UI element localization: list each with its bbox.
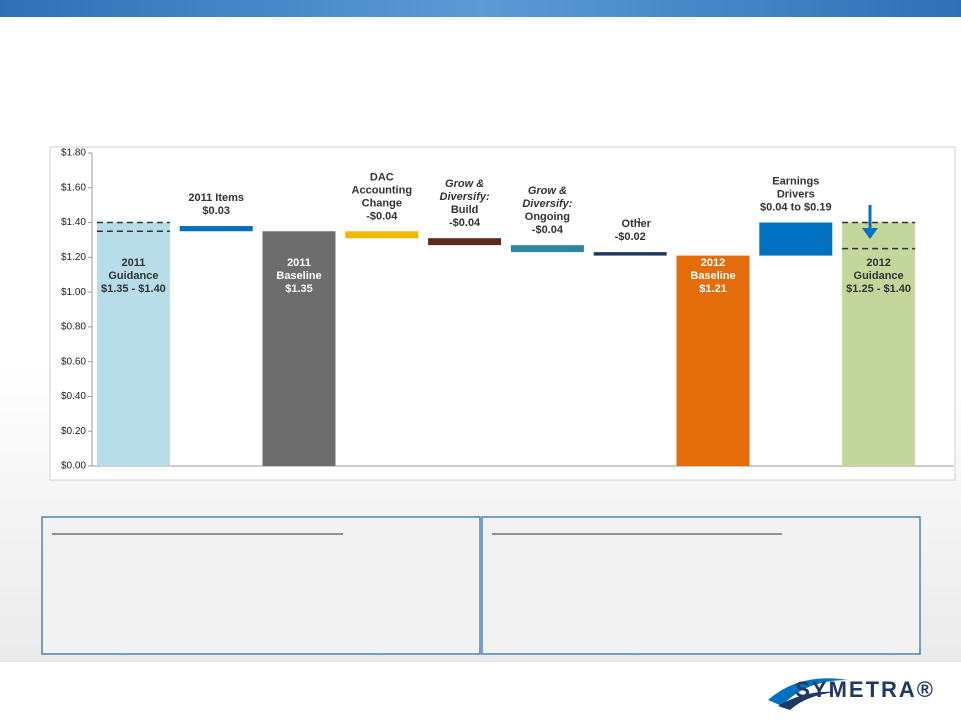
logo-swoosh	[778, 691, 835, 710]
bar-label: $0.04 to $0.19	[760, 202, 832, 214]
bar-label: 2011	[287, 257, 311, 269]
bar	[593, 252, 667, 256]
bar-label: Earnings	[772, 176, 819, 188]
bar-label: Drivers	[777, 189, 815, 201]
bar-label: $1.25 - $1.40	[846, 283, 911, 295]
plot-frame	[49, 146, 956, 481]
bar-label: $1.35 - $1.40	[101, 283, 166, 295]
y-tick-label: $0.60	[61, 356, 86, 367]
bar-label: Grow &	[445, 178, 484, 190]
bar-label: $1.35	[285, 283, 313, 295]
bar-label: Guidance	[854, 270, 904, 282]
footer	[0, 662, 961, 722]
logo-swoosh	[768, 678, 848, 706]
bar	[179, 226, 253, 232]
bar-label: Ongoing	[525, 211, 570, 223]
bar	[842, 222, 916, 466]
y-tick-label: $1.00	[61, 287, 86, 298]
bar-label: Other	[622, 218, 652, 230]
bar	[96, 222, 170, 466]
bar-label: Diversify:	[440, 191, 490, 203]
bar	[510, 245, 584, 253]
bar	[345, 231, 419, 239]
bar-label: -$0.04	[532, 224, 564, 236]
note-box	[481, 516, 921, 655]
arrow	[862, 205, 878, 239]
bar-label: -$0.02	[615, 231, 646, 243]
bar-label: $1.21	[699, 283, 727, 295]
y-tick-label: $0.80	[61, 322, 86, 333]
bar-label: Guidance	[108, 270, 158, 282]
bar-label: 2012	[866, 257, 890, 269]
bar-label: 2012	[701, 257, 725, 269]
bar	[428, 238, 502, 246]
bar-label: -$0.04	[366, 210, 398, 222]
bar	[759, 222, 833, 256]
top-banner	[0, 0, 961, 17]
bar-label: -$0.04	[449, 217, 481, 229]
footnote-mark: 1	[637, 218, 641, 225]
bar	[262, 231, 336, 466]
bar-label: DAC	[370, 171, 394, 183]
bar-label: 2011 Items	[188, 192, 244, 204]
y-tick-label: $1.80	[61, 148, 86, 159]
bar-label: Accounting	[352, 184, 413, 196]
bar-label: Build	[451, 204, 479, 216]
bar-label: Diversify:	[522, 198, 572, 210]
bar-label: Baseline	[276, 270, 321, 282]
y-tick-label: $1.40	[61, 217, 86, 228]
bar-label: Baseline	[690, 270, 735, 282]
y-tick-label: $1.20	[61, 252, 86, 263]
y-tick-label: $0.00	[61, 461, 86, 472]
y-tick-label: $1.60	[61, 182, 86, 193]
y-tick-label: $0.40	[61, 391, 86, 402]
bar-label: 2011	[121, 257, 145, 269]
y-tick-label: $0.20	[61, 426, 86, 437]
bar	[676, 255, 750, 466]
bar-label: Grow &	[528, 185, 567, 197]
plot: $0.00 $0.20 $0.40 $0.60 $0.80 $1.00 $1.20 $1.40…	[61, 148, 954, 472]
bar-label: $0.03	[202, 205, 230, 217]
bar-label: Change	[362, 197, 402, 209]
note-box	[41, 516, 481, 655]
logo: SYMETRA®	[795, 677, 935, 702]
